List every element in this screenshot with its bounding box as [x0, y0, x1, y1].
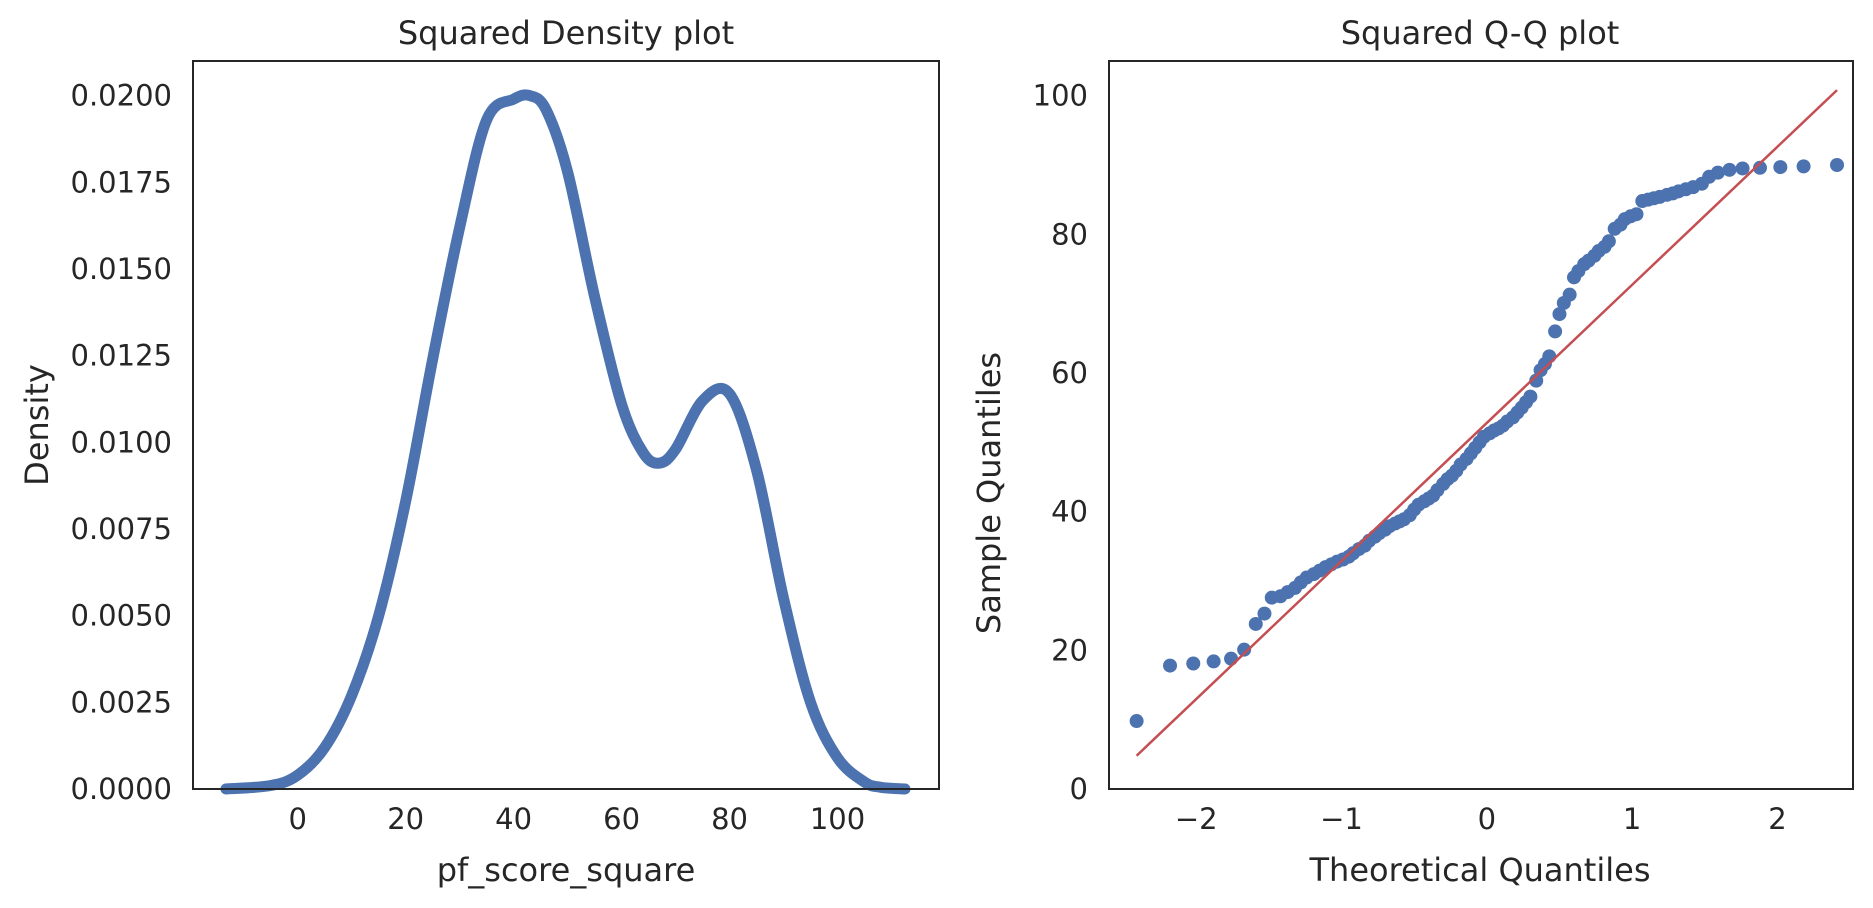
- qq-marks: [1129, 89, 1845, 757]
- qq-axes-frame: [1108, 60, 1854, 790]
- density-x-axis-label: pf_score_square: [437, 851, 696, 889]
- x-tick-label: 60: [603, 802, 640, 836]
- y-tick-label: 40: [1051, 495, 1088, 529]
- y-tick-label: 0.0175: [71, 165, 172, 199]
- density-panel: Squared Density plot 0 20 40 60 80 100 0.0000…: [18, 14, 940, 889]
- x-tick-label: −2: [1175, 802, 1218, 836]
- qq-point: [1129, 714, 1144, 729]
- qq-point: [1248, 616, 1263, 631]
- x-tick-label: 100: [810, 802, 865, 836]
- density-y-ticks: 0.0000 0.0025 0.0050 0.0075 0.0100 0.0125 0.01…: [71, 79, 172, 806]
- qq-point: [1542, 349, 1557, 364]
- qq-point: [1722, 162, 1737, 177]
- qq-point: [1710, 165, 1725, 180]
- qq-point: [1601, 234, 1616, 249]
- y-tick-label: 0: [1070, 772, 1088, 806]
- qq-point: [1224, 651, 1239, 666]
- qq-panel: Squared Q-Q plot −2 −1 0 1 2 0 20 40 60 80 100 Th…: [970, 14, 1854, 889]
- qq-point: [1237, 642, 1252, 657]
- x-tick-label: 0: [288, 802, 306, 836]
- y-tick-label: 0.0150: [71, 252, 172, 286]
- y-tick-label: 0.0050: [71, 599, 172, 633]
- qq-point: [1548, 324, 1563, 339]
- density-x-ticks: 0 20 40 60 80 100: [288, 802, 865, 836]
- qq-point: [1629, 207, 1644, 222]
- qq-point: [1830, 158, 1845, 172]
- y-tick-label: 0.0000: [71, 772, 172, 806]
- x-tick-label: −1: [1320, 802, 1363, 836]
- density-marks: [220, 89, 911, 795]
- x-tick-label: 20: [387, 802, 424, 836]
- qq-point: [1753, 160, 1767, 175]
- qq-point: [1523, 389, 1538, 404]
- density-axes-frame: [192, 60, 940, 790]
- y-tick-label: 0.0125: [71, 339, 172, 373]
- y-tick-label: 80: [1051, 217, 1088, 251]
- qq-y-axis-label: Sample Quantiles: [970, 352, 1008, 634]
- qq-x-axis-label: Theoretical Quantiles: [1309, 851, 1651, 889]
- x-tick-label: 80: [711, 802, 748, 836]
- density-curve: [220, 89, 911, 795]
- density-y-axis-label: Density: [18, 364, 56, 486]
- qq-point: [1796, 159, 1811, 174]
- qq-point: [1552, 307, 1567, 322]
- qq-x-ticks: −2 −1 0 1 2: [1175, 802, 1787, 836]
- x-tick-label: 40: [495, 802, 532, 836]
- qq-point: [1257, 606, 1272, 621]
- y-tick-label: 100: [1033, 79, 1088, 113]
- x-tick-label: 1: [1623, 802, 1641, 836]
- x-tick-label: 0: [1478, 802, 1496, 836]
- density-title: Squared Density plot: [398, 14, 734, 52]
- qq-title: Squared Q-Q plot: [1341, 14, 1620, 52]
- y-tick-label: 0.0075: [71, 512, 172, 546]
- qq-point: [1206, 654, 1221, 669]
- qq-point: [1562, 287, 1577, 302]
- qq-point: [1186, 656, 1201, 671]
- qq-point: [1735, 161, 1750, 176]
- y-tick-label: 0.0200: [71, 79, 172, 113]
- qq-y-ticks: 0 20 40 60 80 100: [1033, 79, 1088, 806]
- y-tick-label: 60: [1051, 356, 1088, 390]
- y-tick-label: 20: [1051, 633, 1088, 667]
- y-tick-label: 0.0100: [71, 425, 172, 459]
- reference-line: [1135, 89, 1838, 757]
- qq-point: [1163, 658, 1178, 673]
- y-tick-label: 0.0025: [71, 685, 172, 719]
- x-tick-label: 2: [1768, 802, 1786, 836]
- qq-point: [1773, 160, 1788, 175]
